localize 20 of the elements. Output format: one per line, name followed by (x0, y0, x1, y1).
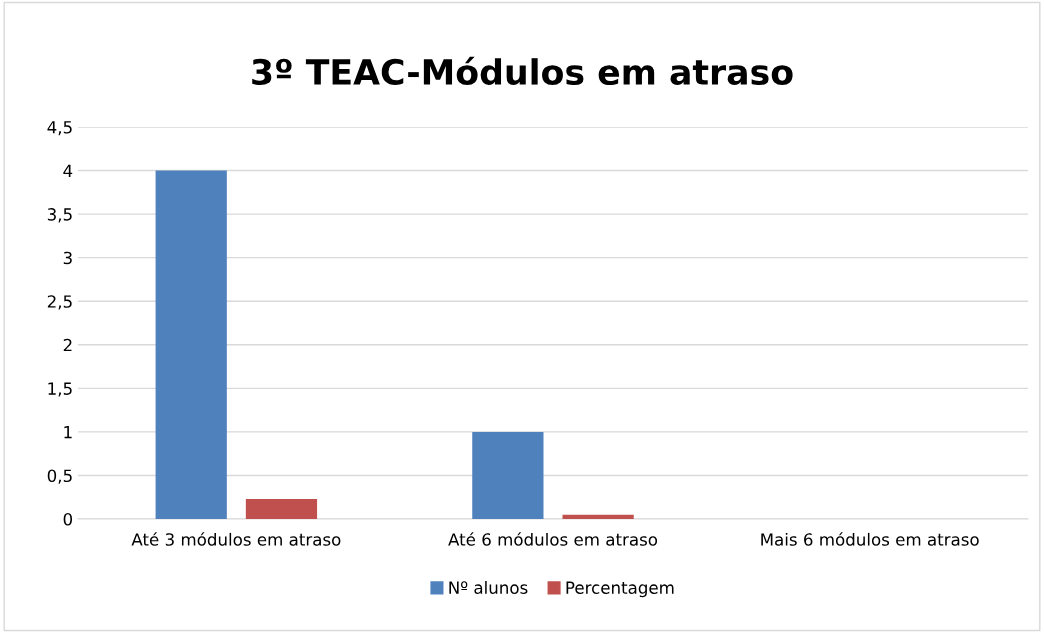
y-tick-label: 1 (64, 426, 72, 439)
y-tick-label: 3 (63, 251, 72, 265)
x-tick-label: Até 3 módulos em atraso (131, 532, 341, 546)
y-tick-label: 0 (63, 512, 73, 526)
y-tick-label: 4 (63, 164, 73, 177)
legend-label: Nº alunos (449, 581, 528, 594)
y-tick-label: 0,5 (47, 469, 72, 484)
x-tick-label: Mais 6 módulos em atraso (761, 532, 979, 546)
bar (155, 170, 227, 519)
bar (245, 498, 318, 519)
y-tick-label: 1,5 (48, 382, 72, 397)
bar (562, 514, 634, 519)
x-tick-label: Até 6 módulos em atraso (448, 532, 658, 546)
y-tick-label: 4,5 (47, 121, 72, 136)
y-tick-label: 2,5 (47, 295, 72, 310)
bar (472, 431, 544, 519)
y-tick-label: 2 (63, 338, 72, 352)
y-tick-label: 3,5 (47, 208, 72, 223)
legend-label: Percentagem (566, 581, 674, 598)
chart-title: 3º TEAC-Módulos em atraso (252, 56, 793, 86)
